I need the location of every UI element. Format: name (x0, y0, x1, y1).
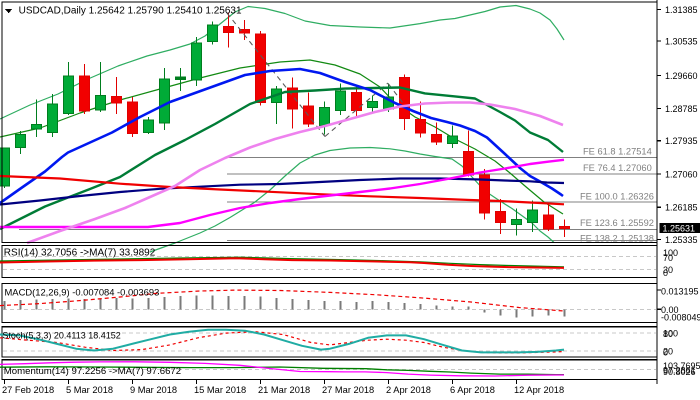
svg-text:1.31385: 1.31385 (665, 5, 698, 15)
svg-text:5 Mar 2018: 5 Mar 2018 (66, 385, 113, 395)
svg-text:1.30535: 1.30535 (665, 36, 698, 46)
svg-text:Stoch(5,3,3) 20.4113 18.4152: Stoch(5,3,3) 20.4113 18.4152 (2, 330, 120, 340)
svg-text:27 Feb 2018: 27 Feb 2018 (2, 385, 54, 395)
svg-text:80: 80 (663, 329, 673, 339)
svg-text:100: 100 (663, 328, 678, 338)
svg-text:12 Apr 2018: 12 Apr 2018 (514, 385, 564, 395)
svg-text:30: 30 (663, 265, 673, 275)
svg-text:0.00: 0.00 (661, 305, 679, 315)
svg-text:103.7695: 103.7695 (663, 361, 700, 371)
svg-text:100: 100 (663, 248, 678, 258)
svg-text:FE 100.0 1.26326: FE 100.0 1.26326 (580, 192, 654, 202)
svg-text:FE 123.6 1.25592: FE 123.6 1.25592 (580, 218, 654, 228)
svg-text:2 Apr 2018: 2 Apr 2018 (386, 385, 431, 395)
svg-text:15 Mar 2018: 15 Mar 2018 (194, 385, 246, 395)
svg-text:1.25335: 1.25335 (665, 235, 698, 245)
svg-text:1.25631: 1.25631 (663, 223, 696, 233)
svg-text:1.27060: 1.27060 (665, 169, 698, 179)
svg-text:USDCAD,Daily 1.25642 1.25790: USDCAD,Daily 1.25642 1.25790 1.25410 1.2… (19, 6, 242, 17)
svg-text:Momentum(14) 97.2256 ->MA(7): Momentum(14) 97.2256 ->MA(7) 97.6672 (4, 366, 181, 377)
svg-text:90.8026: 90.8026 (663, 367, 696, 377)
svg-text:RSI(14) 32.7056 ->MA(7) 33.98: RSI(14) 32.7056 ->MA(7) 33.9892 (4, 247, 156, 258)
svg-text:1.29660: 1.29660 (665, 71, 698, 81)
svg-text:0: 0 (663, 347, 668, 357)
svg-text:9 Mar 2018: 9 Mar 2018 (130, 385, 177, 395)
svg-text:70: 70 (663, 253, 673, 263)
svg-text:MACD(12,26,9) -0.007084 -0.003: MACD(12,26,9) -0.007084 -0.003693 (5, 287, 160, 298)
svg-text:FE 61.8 1.27514: FE 61.8 1.27514 (583, 147, 652, 157)
svg-text:20: 20 (663, 346, 673, 356)
svg-text:FE 76.4 1.27060: FE 76.4 1.27060 (583, 163, 652, 173)
svg-text:FE 138.2 1.25138: FE 138.2 1.25138 (580, 234, 654, 244)
svg-text:6 Apr 2018: 6 Apr 2018 (450, 385, 495, 395)
svg-text:-0.008049: -0.008049 (661, 312, 700, 322)
svg-text:21 Mar 2018: 21 Mar 2018 (258, 385, 310, 395)
svg-text:1.28785: 1.28785 (665, 104, 698, 114)
svg-text:0: 0 (663, 268, 668, 278)
svg-text:27 Mar 2018: 27 Mar 2018 (322, 385, 374, 395)
svg-text:0.013195: 0.013195 (661, 286, 699, 296)
svg-text:97.2861: 97.2861 (663, 365, 696, 375)
svg-text:1.27935: 1.27935 (665, 136, 698, 146)
svg-text:1.26185: 1.26185 (665, 203, 698, 213)
